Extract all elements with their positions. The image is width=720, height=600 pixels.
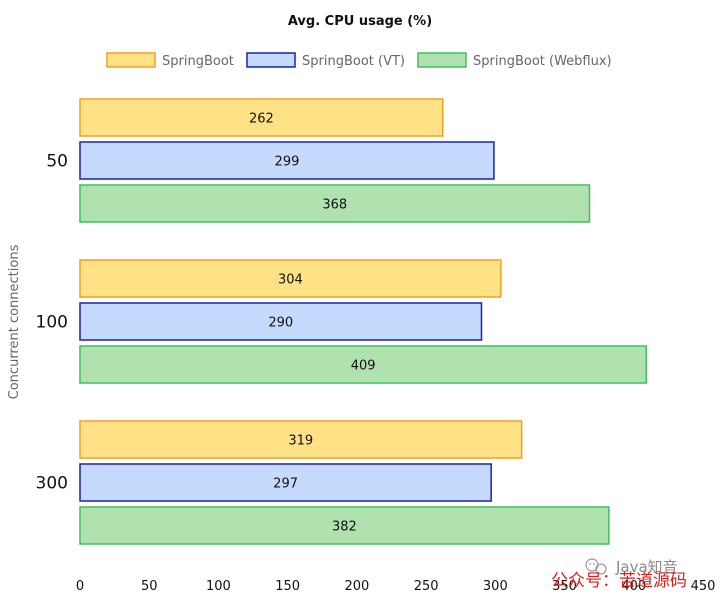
bar-50-0 bbox=[79, 98, 444, 137]
bar-value-label-50-2: 368 bbox=[322, 198, 347, 213]
bar-100-2 bbox=[79, 345, 647, 384]
y-axis-title: Concurrent connections bbox=[7, 244, 22, 399]
x-tick-label-50: 50 bbox=[141, 579, 158, 594]
x-tick-label-400: 400 bbox=[621, 579, 646, 594]
bar-50-2 bbox=[79, 184, 591, 223]
x-tick-label-300: 300 bbox=[483, 579, 508, 594]
bar-group: 262 299 368 304 290 409 319 297 382 bbox=[79, 98, 647, 545]
category-labels: 50 100 300 bbox=[36, 152, 68, 494]
bar-300-1 bbox=[79, 463, 492, 502]
x-tick-label-0: 0 bbox=[76, 579, 84, 594]
bar-300-0 bbox=[79, 420, 523, 459]
legend-label-2: SpringBoot (Webflux) bbox=[473, 54, 612, 69]
bar-value-label-100-2: 409 bbox=[351, 359, 376, 374]
bar-100-0 bbox=[79, 259, 502, 298]
legend-label-0: SpringBoot bbox=[162, 54, 234, 69]
category-label-50: 50 bbox=[46, 152, 68, 172]
x-tick-label-250: 250 bbox=[414, 579, 439, 594]
chart-legend: SpringBoot SpringBoot (VT) SpringBoot (Web… bbox=[106, 52, 612, 69]
watermark-account: 公众号：苦道源码 bbox=[551, 571, 687, 591]
chart-title: Avg. CPU usage (%) bbox=[288, 14, 432, 29]
x-tick-label-450: 450 bbox=[691, 579, 716, 594]
legend-swatch-1 bbox=[246, 52, 296, 68]
bar-value-label-50-1: 299 bbox=[275, 155, 300, 170]
bar-value-label-100-0: 304 bbox=[278, 273, 303, 288]
bar-value-label-300-0: 319 bbox=[288, 434, 313, 449]
watermark-channel: Java知音 bbox=[615, 558, 678, 576]
category-label-300: 300 bbox=[36, 474, 68, 494]
x-tick-label-150: 150 bbox=[275, 579, 300, 594]
bar-50-1 bbox=[79, 141, 495, 180]
bar-value-label-50-0: 262 bbox=[249, 112, 274, 127]
bar-value-label-300-1: 297 bbox=[273, 477, 298, 492]
legend-swatch-0 bbox=[106, 52, 156, 68]
bar-300-2 bbox=[79, 506, 610, 545]
legend-swatch-2 bbox=[417, 52, 467, 68]
x-tick-label-200: 200 bbox=[344, 579, 369, 594]
bar-value-label-300-2: 382 bbox=[332, 520, 357, 535]
bar-100-1 bbox=[79, 302, 483, 341]
x-tick-label-100: 100 bbox=[206, 579, 231, 594]
legend-label-1: SpringBoot (VT) bbox=[302, 54, 405, 69]
wechat-icon bbox=[585, 558, 607, 575]
category-label-100: 100 bbox=[36, 313, 68, 333]
watermark: Java知音 公众号：苦道源码 bbox=[551, 558, 687, 591]
bar-value-label-100-1: 290 bbox=[268, 316, 293, 331]
x-tick-label-350: 350 bbox=[552, 579, 577, 594]
x-axis-ticks: 0 50 100 150 200 250 300 350 400 450 bbox=[76, 579, 716, 594]
